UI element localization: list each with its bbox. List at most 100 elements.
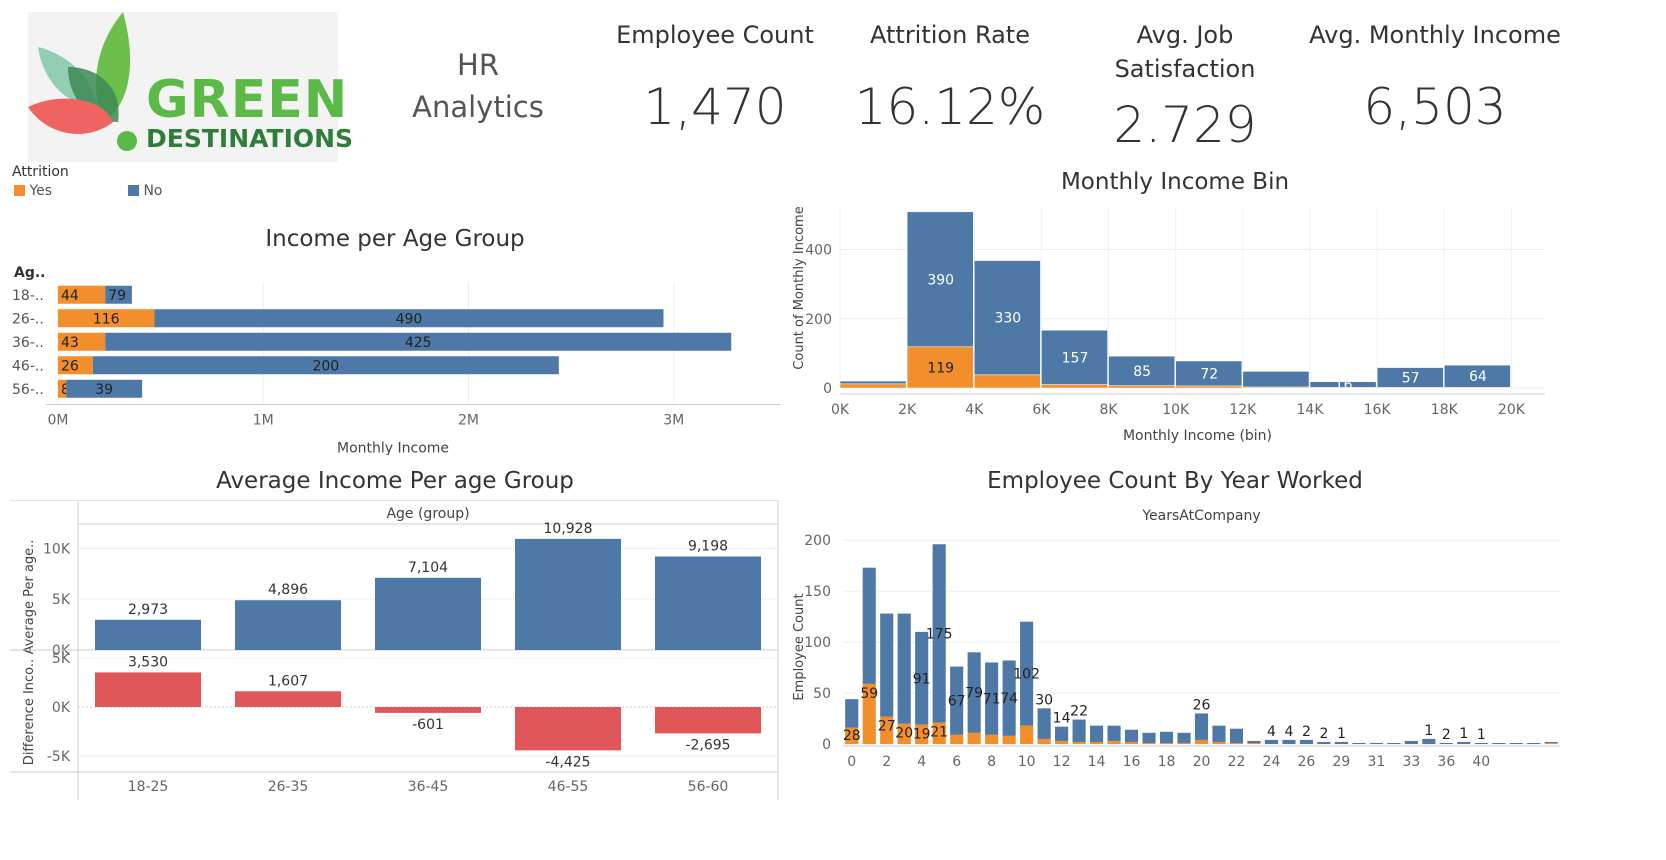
bar — [515, 538, 621, 650]
x-tick-label: 10 — [1018, 754, 1036, 770]
x-tick-label: 26-35 — [268, 779, 309, 795]
bar — [375, 707, 481, 713]
data-label: 39 — [95, 382, 113, 398]
kpi-monthly-income-label: Avg. Monthly Income — [1309, 21, 1561, 49]
kpi-employee-count-label: Employee Count — [616, 21, 814, 49]
data-label: 28 — [843, 728, 861, 744]
bar — [95, 619, 201, 650]
data-label: 116 — [93, 311, 120, 327]
legend-label-yes: Yes — [29, 183, 53, 199]
data-label: 71 — [983, 692, 1001, 708]
data-label: 390 — [927, 272, 954, 288]
x-tick-label: 6K — [1032, 402, 1051, 418]
data-label: 3,530 — [128, 654, 168, 670]
bar-segment — [915, 631, 929, 725]
bar-segment — [967, 732, 981, 744]
bar — [235, 691, 341, 707]
bar-segment — [1002, 660, 1016, 736]
bar-segment — [1264, 739, 1279, 744]
legend-item-no[interactable]: No — [128, 183, 163, 199]
logo-leaves-icon — [28, 12, 137, 151]
data-label: 26 — [61, 358, 79, 374]
data-label: -4,425 — [545, 754, 590, 770]
bar-segment — [915, 724, 929, 744]
bar — [375, 577, 481, 650]
bar-segment — [154, 309, 664, 328]
x-tick-label: 14K — [1297, 402, 1325, 418]
x-tick-label: 40 — [1472, 754, 1490, 770]
bar-segment — [66, 379, 143, 398]
data-label: 102 — [1013, 667, 1040, 683]
legend-item-yes[interactable]: Yes — [14, 183, 52, 199]
bar-segment — [1072, 719, 1086, 742]
bar-segment — [1376, 367, 1444, 388]
data-label: 74 — [1000, 691, 1018, 707]
bar-segment — [880, 716, 894, 744]
bar-segment — [1142, 732, 1156, 743]
data-label: 79 — [965, 686, 983, 702]
bar-segment — [1212, 725, 1226, 742]
bar-segment — [862, 683, 876, 744]
category-label: 46-.. — [12, 358, 44, 374]
bar-segment — [974, 374, 1041, 389]
data-label: 1,607 — [268, 673, 308, 689]
x-tick-label: 18 — [1158, 754, 1176, 770]
y-axis-label: Count of Monthly Income — [792, 206, 807, 369]
bar-segment — [985, 662, 999, 735]
data-label: 9,198 — [688, 538, 728, 554]
bar-segment — [845, 727, 859, 744]
y-tick-label: 100 — [804, 635, 831, 651]
bar-segment — [58, 356, 93, 375]
data-label: 72 — [1200, 366, 1218, 382]
bar-segment — [1107, 725, 1121, 741]
kpi-attrition-rate-label: Attrition Rate — [870, 21, 1030, 49]
bar-segment — [1124, 729, 1139, 742]
x-tick-label: 0 — [847, 754, 856, 770]
kpi-job-satisfaction-label: Avg. Job Satisfaction — [1114, 21, 1256, 83]
x-tick-label: 2 — [882, 754, 891, 770]
bar-segment — [1544, 741, 1558, 743]
kpi-monthly-income-value: 6,503 — [1363, 78, 1507, 136]
bar-segment — [1159, 731, 1174, 743]
data-label: 16 — [1335, 378, 1353, 394]
bar-segment — [1107, 740, 1121, 744]
x-tick-label: 26 — [1298, 754, 1316, 770]
y-tick-label: 0 — [822, 737, 831, 753]
legend-swatch-yes — [14, 185, 25, 196]
x-tick-label: 3M — [663, 413, 684, 429]
data-label: 43 — [61, 335, 79, 351]
bar — [515, 707, 621, 751]
dashboard-title-line2: Analytics — [412, 90, 544, 124]
x-tick-label: 31 — [1367, 754, 1385, 770]
data-label: 1 — [1459, 726, 1468, 742]
logo-word-green: GREEN — [146, 70, 349, 130]
legend-label-no: No — [143, 183, 163, 199]
data-label: 10,928 — [544, 521, 593, 537]
x-tick-label: 0M — [48, 413, 69, 429]
chart-title-income-bin: Monthly Income Bin — [1060, 169, 1290, 195]
bar-segment — [1509, 742, 1523, 744]
bar-segment — [1369, 742, 1383, 744]
chart-monthly-income-bin: 0 200 400 0K 2K 4K 6K 8K 10K 12K 14K 16K 18K 20K Month… — [792, 206, 1545, 444]
data-label: 20 — [895, 726, 913, 742]
data-label: 85 — [1133, 364, 1151, 380]
bar-segment — [862, 567, 876, 684]
data-label: 425 — [405, 335, 432, 351]
data-label: 200 — [312, 358, 339, 374]
company-logo: GREEN DESTINATIONS — [28, 12, 353, 162]
kpi-job-satisfaction-value: 2.729 — [1113, 96, 1257, 154]
x-tick-label: 29 — [1332, 754, 1350, 770]
column-header: YearsAtCompany — [1141, 508, 1260, 524]
bar-segment — [1055, 726, 1069, 741]
bar-segment — [58, 309, 155, 328]
data-label: 1 — [1424, 723, 1433, 739]
bar-segment — [1317, 741, 1331, 744]
bar-segment — [1492, 742, 1506, 744]
x-tick-label: 36 — [1437, 754, 1455, 770]
y-axis-label: Employee Count — [792, 593, 807, 700]
data-label: 4,896 — [268, 582, 308, 598]
data-label: 2 — [1302, 724, 1311, 740]
bar-segment — [1242, 371, 1310, 388]
x-tick-label: 46-55 — [548, 779, 589, 795]
